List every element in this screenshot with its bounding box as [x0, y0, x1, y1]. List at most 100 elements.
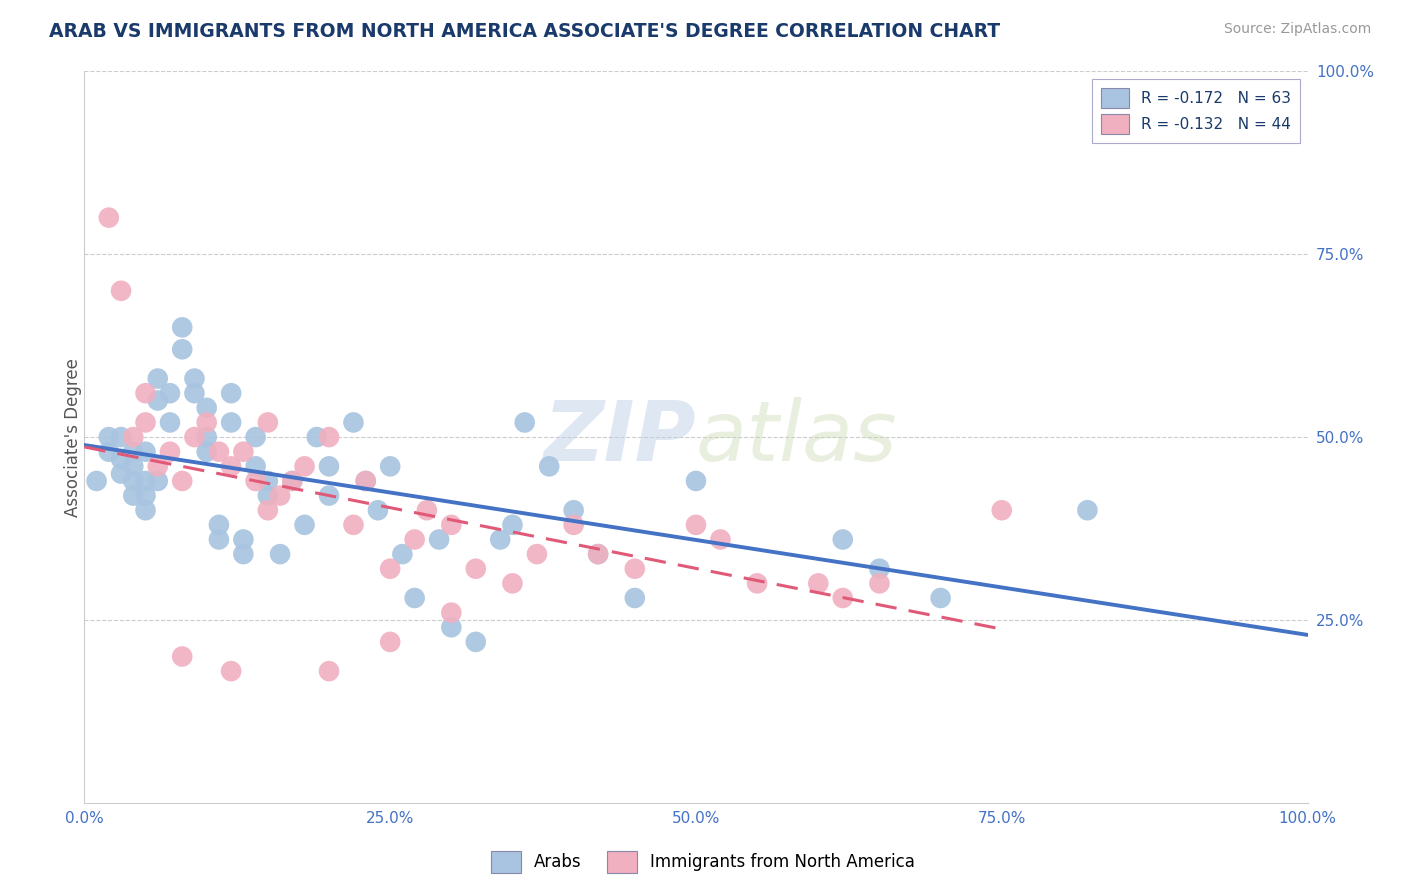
- Point: [305, 430, 328, 444]
- Point: [219, 459, 242, 474]
- Point: [110, 467, 132, 481]
- Point: [380, 635, 402, 649]
- Point: [135, 474, 157, 488]
- Point: [464, 635, 486, 649]
- Point: [257, 503, 280, 517]
- Point: [146, 393, 169, 408]
- Point: [146, 459, 169, 474]
- Point: [354, 474, 377, 488]
- Point: [318, 489, 340, 503]
- Point: [294, 459, 316, 474]
- Point: [586, 547, 609, 561]
- Point: [342, 416, 364, 430]
- Point: [172, 474, 194, 488]
- Text: ARAB VS IMMIGRANTS FROM NORTH AMERICA ASSOCIATE'S DEGREE CORRELATION CHART: ARAB VS IMMIGRANTS FROM NORTH AMERICA AS…: [49, 22, 1000, 41]
- Point: [159, 444, 181, 458]
- Point: [685, 474, 707, 488]
- Point: [257, 416, 280, 430]
- Point: [562, 503, 585, 517]
- Point: [281, 474, 304, 488]
- Point: [135, 489, 157, 503]
- Point: [208, 533, 231, 547]
- Point: [624, 562, 647, 576]
- Point: [245, 474, 267, 488]
- Y-axis label: Associate's Degree: Associate's Degree: [65, 358, 82, 516]
- Point: [831, 533, 853, 547]
- Point: [110, 284, 132, 298]
- Point: [172, 649, 194, 664]
- Point: [1076, 503, 1098, 517]
- Point: [195, 401, 218, 415]
- Point: [624, 591, 647, 605]
- Point: [122, 444, 145, 458]
- Point: [318, 430, 340, 444]
- Point: [208, 444, 231, 458]
- Point: [440, 620, 463, 634]
- Point: [502, 517, 524, 532]
- Point: [269, 489, 291, 503]
- Point: [354, 474, 377, 488]
- Point: [416, 503, 439, 517]
- Point: [219, 664, 242, 678]
- Point: [586, 547, 609, 561]
- Point: [122, 459, 145, 474]
- Point: [110, 452, 132, 467]
- Point: [257, 489, 280, 503]
- Point: [269, 547, 291, 561]
- Point: [86, 474, 108, 488]
- Point: [110, 430, 132, 444]
- Point: [135, 503, 157, 517]
- Point: [183, 430, 205, 444]
- Point: [219, 386, 242, 401]
- Point: [97, 211, 120, 225]
- Point: [281, 474, 304, 488]
- Point: [159, 386, 181, 401]
- Point: [380, 459, 402, 474]
- Point: [869, 576, 891, 591]
- Point: [195, 444, 218, 458]
- Text: Source: ZipAtlas.com: Source: ZipAtlas.com: [1223, 22, 1371, 37]
- Point: [232, 444, 254, 458]
- Point: [232, 533, 254, 547]
- Point: [318, 664, 340, 678]
- Point: [122, 474, 145, 488]
- Point: [183, 386, 205, 401]
- Point: [97, 444, 120, 458]
- Point: [440, 517, 463, 532]
- Legend: Arabs, Immigrants from North America: Arabs, Immigrants from North America: [484, 845, 922, 880]
- Point: [562, 517, 585, 532]
- Point: [391, 547, 413, 561]
- Point: [318, 459, 340, 474]
- Legend: R = -0.172   N = 63, R = -0.132   N = 44: R = -0.172 N = 63, R = -0.132 N = 44: [1092, 79, 1301, 143]
- Point: [929, 591, 952, 605]
- Text: ZIP: ZIP: [543, 397, 696, 477]
- Point: [122, 430, 145, 444]
- Point: [172, 320, 194, 334]
- Point: [146, 474, 169, 488]
- Point: [245, 459, 267, 474]
- Point: [146, 371, 169, 385]
- Point: [831, 591, 853, 605]
- Point: [404, 591, 426, 605]
- Point: [195, 430, 218, 444]
- Point: [526, 547, 548, 561]
- Point: [172, 343, 194, 357]
- Point: [135, 386, 157, 401]
- Point: [709, 533, 731, 547]
- Point: [159, 416, 181, 430]
- Text: atlas: atlas: [696, 397, 897, 477]
- Point: [502, 576, 524, 591]
- Point: [208, 517, 231, 532]
- Point: [122, 489, 145, 503]
- Point: [294, 517, 316, 532]
- Point: [464, 562, 486, 576]
- Point: [513, 416, 536, 430]
- Point: [195, 416, 218, 430]
- Point: [219, 416, 242, 430]
- Point: [747, 576, 769, 591]
- Point: [538, 459, 561, 474]
- Point: [380, 562, 402, 576]
- Point: [440, 606, 463, 620]
- Point: [489, 533, 512, 547]
- Point: [685, 517, 707, 532]
